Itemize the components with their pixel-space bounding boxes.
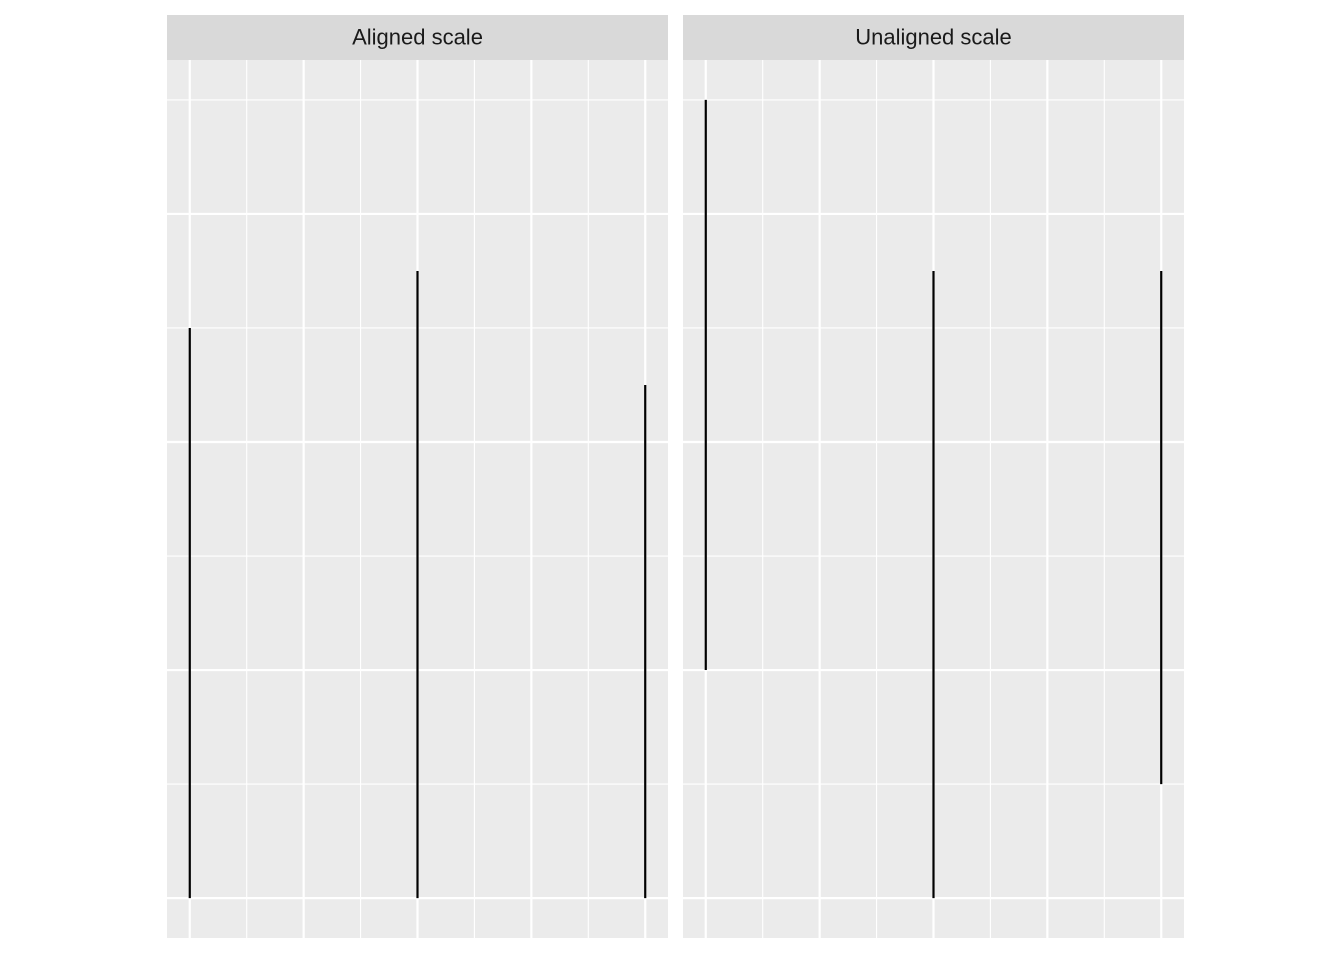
strip-title: Aligned scale <box>352 24 483 49</box>
strip <box>683 15 1184 60</box>
strip <box>167 15 668 60</box>
strip-title: Unaligned scale <box>855 24 1012 49</box>
